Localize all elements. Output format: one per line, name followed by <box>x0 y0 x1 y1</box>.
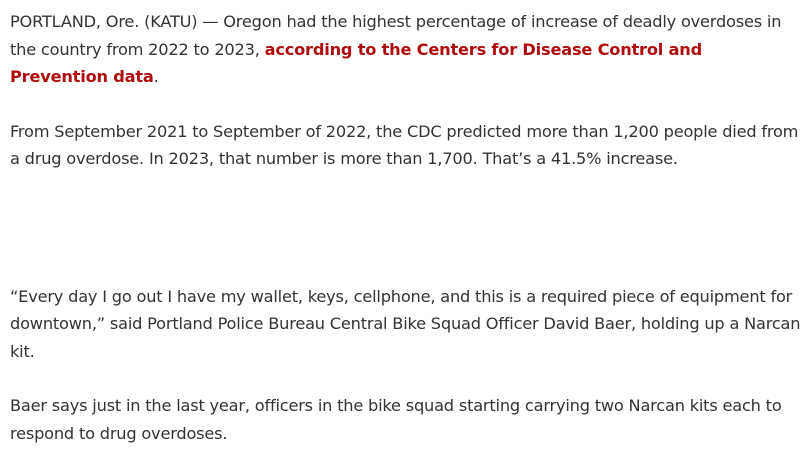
paragraph-intro: PORTLAND, Ore. (KATU) — Oregon had the h… <box>10 12 782 87</box>
embedded-media-gap <box>10 200 802 283</box>
paragraph-quote: “Every day I go out I have my wallet, ke… <box>10 286 801 361</box>
paragraph-narcan: Baer says just in the last year, officer… <box>10 396 782 443</box>
cdc-data-link[interactable]: according to the Centers for Disease Con… <box>10 39 702 87</box>
paragraph-statistics: From September 2021 to September of 2022… <box>10 121 799 169</box>
